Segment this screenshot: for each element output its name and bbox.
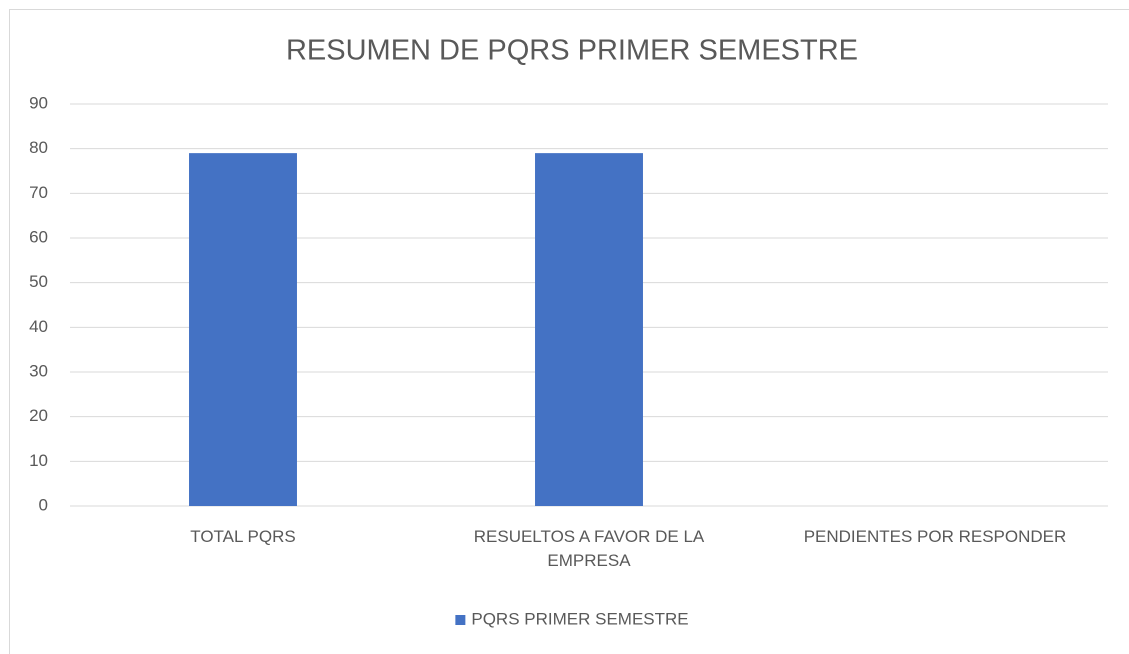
x-tick-label: RESUELTOS A FAVOR DE LA EMPRESA <box>474 527 705 570</box>
label-line: TOTAL PQRS <box>190 527 296 546</box>
chart-title: RESUMEN DE PQRS PRIMER SEMESTRE <box>286 35 858 67</box>
bar <box>535 153 643 506</box>
legend: PQRS PRIMER SEMESTRE <box>455 609 689 628</box>
y-tick-label: 60 <box>29 227 48 246</box>
y-tick-label: 40 <box>29 317 48 336</box>
label-line: RESUELTOS A FAVOR DE LA <box>474 527 705 546</box>
y-tick-label: 80 <box>29 138 48 157</box>
x-tick-label: TOTAL PQRS <box>190 527 296 546</box>
y-tick-label: 30 <box>29 361 48 380</box>
label-line: PENDIENTES POR RESPONDER <box>804 527 1067 546</box>
y-tick-label: 0 <box>39 495 48 514</box>
y-tick-label: 70 <box>29 183 48 202</box>
y-tick-label: 90 <box>29 93 48 112</box>
y-tick-label: 50 <box>29 272 48 291</box>
label-line: EMPRESA <box>547 551 631 570</box>
y-tick-label: 10 <box>29 451 48 470</box>
y-tick-label: 20 <box>29 406 48 425</box>
bar <box>189 153 297 506</box>
legend-label: PQRS PRIMER SEMESTRE <box>471 609 688 628</box>
x-tick-label: PENDIENTES POR RESPONDER <box>804 527 1067 546</box>
legend-swatch <box>455 615 466 625</box>
